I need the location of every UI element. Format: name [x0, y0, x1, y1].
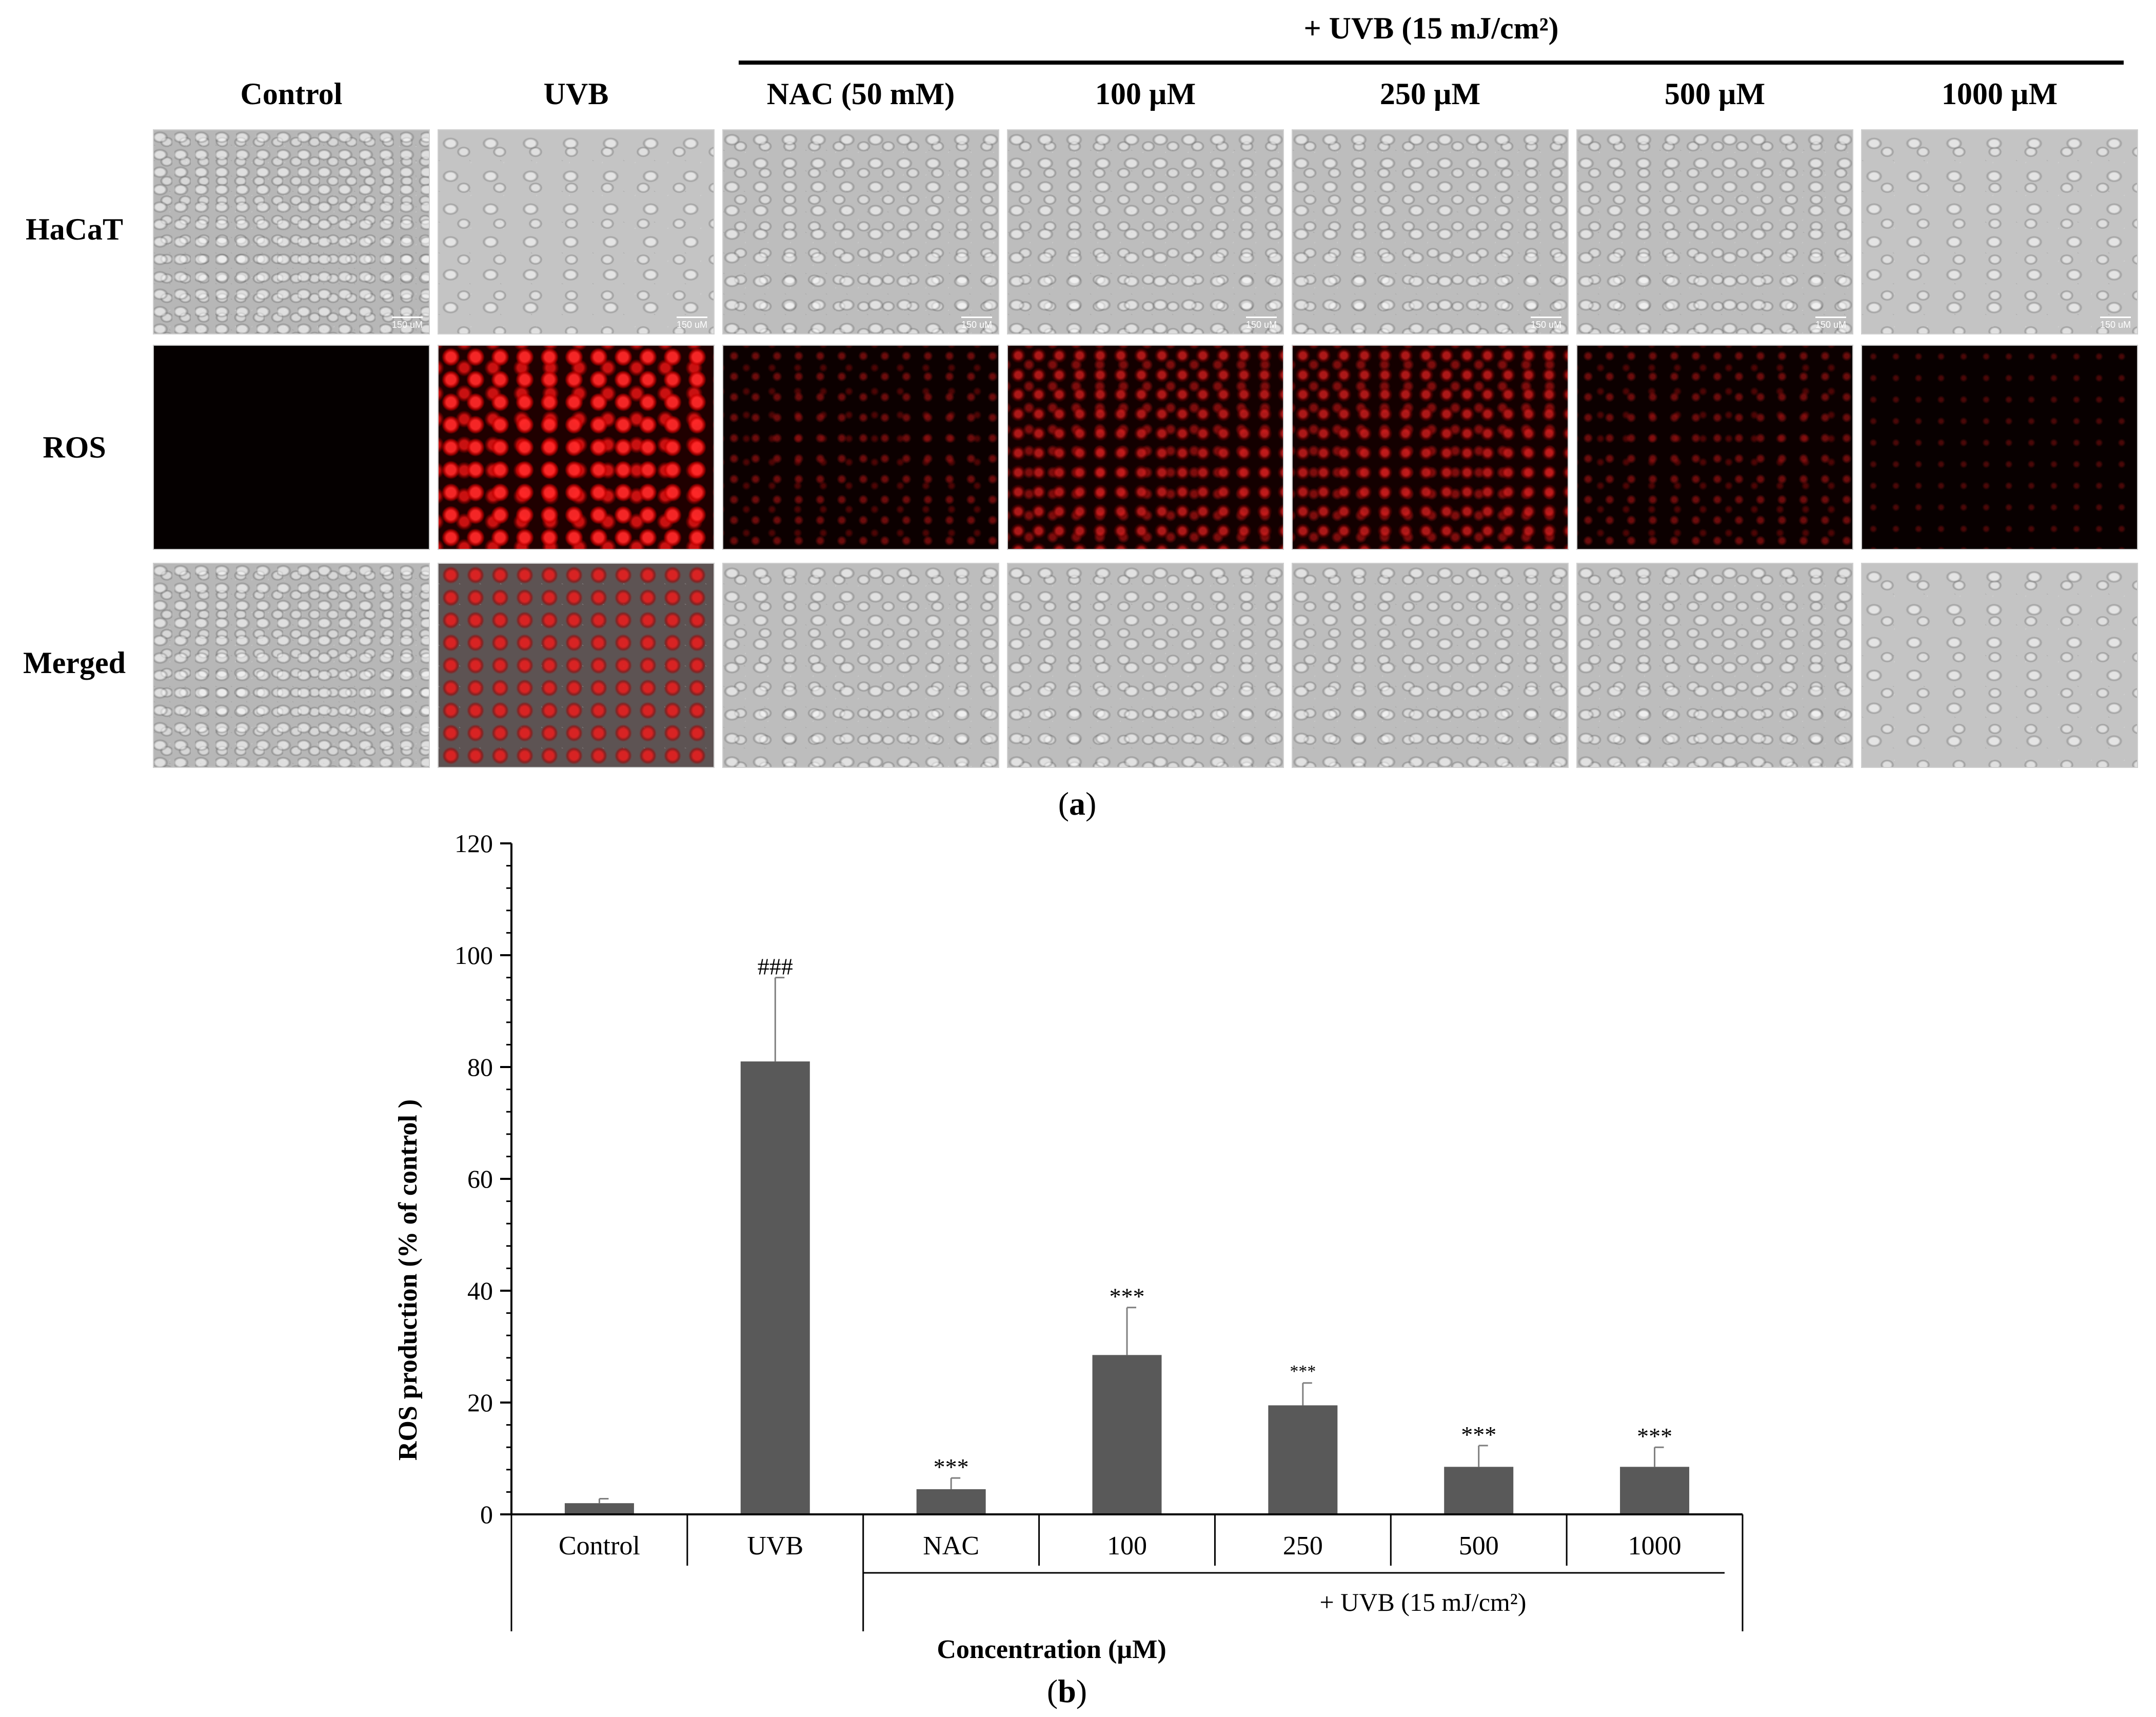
significance-label: *** — [1110, 1284, 1145, 1310]
x-tick-label: 100 — [1107, 1531, 1147, 1561]
y-tick-label: 80 — [467, 1053, 493, 1081]
micrograph-ros-uvb — [438, 345, 715, 550]
panel-label-b: (b) — [1046, 1673, 1087, 1709]
significance-label: *** — [1637, 1423, 1672, 1449]
scale-bar: 150 uM — [1815, 317, 1847, 330]
column-header-500: 500 µM — [1664, 77, 1766, 111]
x-tick-label: 250 — [1283, 1531, 1323, 1561]
micrograph-merged-1000 — [1861, 563, 2138, 768]
column-header-control: Control — [240, 77, 343, 111]
y-tick-label: 120 — [454, 829, 493, 858]
column-header-100: 100 µM — [1095, 77, 1196, 111]
scale-bar: 150 uM — [391, 317, 423, 330]
row-header-hacat: HaCaT — [25, 212, 124, 246]
y-tick-label: 0 — [480, 1500, 493, 1529]
uvb-group-line — [739, 61, 2124, 65]
bar-uvb — [740, 1061, 810, 1514]
uvb-group-header: + UVB (15 mJ/cm²) — [1303, 11, 1559, 45]
x-tick-label: NAC — [923, 1531, 979, 1561]
micrograph-ros-500 — [1576, 345, 1853, 550]
significance-label: ### — [758, 954, 793, 980]
micrograph-ros-nac — [722, 345, 999, 550]
micrograph-merged-100 — [1007, 563, 1284, 768]
micrograph-merged-500 — [1576, 563, 1853, 768]
bar-100 — [1092, 1355, 1162, 1514]
micrograph-hacat-250: 150 uM — [1292, 129, 1569, 334]
micrograph-hacat-uvb: 150 uM — [438, 129, 715, 334]
micrograph-hacat-nac: 150 uM — [722, 129, 999, 334]
significance-label: *** — [1290, 1362, 1316, 1381]
column-header-nac: NAC (50 mM) — [766, 77, 955, 111]
panel-label-a: (a) — [1058, 785, 1097, 822]
y-tick-label: 20 — [467, 1388, 493, 1417]
y-tick-label: 60 — [467, 1165, 493, 1193]
micrograph-hacat-100: 150 uM — [1007, 129, 1284, 334]
bar-250 — [1268, 1405, 1338, 1514]
x-tick-label: 1000 — [1628, 1531, 1682, 1561]
micrograph-hacat-500: 150 uM — [1576, 129, 1853, 334]
micrograph-ros-250 — [1292, 345, 1569, 550]
y-axis-label: ROS production (% of control ) — [393, 1099, 423, 1461]
row-header-merged: Merged — [23, 646, 126, 680]
y-tick-label: 100 — [454, 941, 493, 970]
uvb-group-label: + UVB (15 mJ/cm²) — [1320, 1588, 1527, 1616]
bar-500 — [1444, 1467, 1514, 1514]
bar-1000 — [1620, 1467, 1690, 1514]
micrograph-hacat-1000: 150 uM — [1861, 129, 2138, 334]
scale-bar: 150 uM — [1245, 317, 1277, 330]
ros-bar-chart: 0 20 40 60 80 100 120 ### *** *** *** *** *** Contr… — [393, 829, 1744, 1664]
x-tick-label: UVB — [747, 1531, 803, 1561]
bar-control — [564, 1503, 634, 1514]
x-axis-label: Concentration (µM) — [937, 1635, 1166, 1664]
scale-bar: 150 uM — [2100, 317, 2131, 330]
bar-nac — [916, 1489, 986, 1514]
row-header-ros: ROS — [43, 430, 106, 464]
column-header-1000: 1000 µM — [1941, 77, 2058, 111]
micrograph-merged-250 — [1292, 563, 1569, 768]
micrograph-merged-control — [153, 563, 430, 768]
micrograph-ros-1000 — [1861, 345, 2138, 550]
y-tick-label: 40 — [467, 1276, 493, 1305]
micrograph-hacat-control: 150 uM — [153, 129, 430, 334]
x-axis: Control UVB NAC 100 250 500 1000 — [510, 1513, 1744, 1631]
x-tick-label: Control — [559, 1531, 640, 1561]
micrograph-merged-uvb — [438, 563, 715, 768]
scale-bar: 150 uM — [676, 317, 708, 330]
scale-bar: 150 uM — [1530, 317, 1562, 330]
micrograph-ros-control — [153, 345, 430, 550]
significance-label: *** — [1461, 1422, 1496, 1448]
micrograph-ros-100 — [1007, 345, 1284, 550]
scale-bar: 150 uM — [961, 317, 993, 330]
column-header-250: 250 µM — [1379, 77, 1481, 111]
x-tick-label: 500 — [1459, 1531, 1499, 1561]
column-header-uvb: UVB — [543, 77, 609, 111]
micrograph-merged-nac — [722, 563, 999, 768]
bars: ### *** *** *** *** *** — [564, 954, 1690, 1514]
y-axis: 0 20 40 60 80 100 120 — [454, 829, 512, 1529]
significance-label: *** — [934, 1454, 969, 1480]
